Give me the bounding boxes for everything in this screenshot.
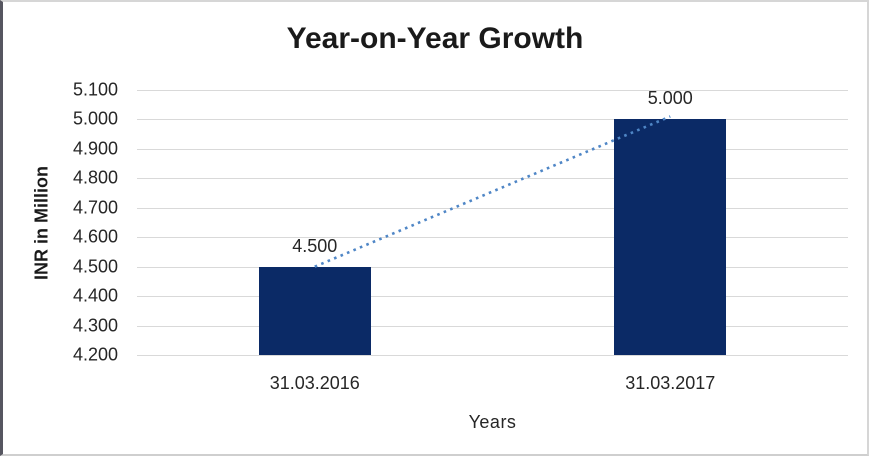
y-tick-label: 5.100 xyxy=(72,79,118,100)
y-axis-tick-labels: 5.100 5.000 4.900 4.800 4.700 4.600 4.500 4.400… xyxy=(3,80,121,365)
gridline xyxy=(137,296,848,298)
y-tick-label: 4.700 xyxy=(72,197,118,218)
gridline xyxy=(137,90,848,91)
x-tick-label: 31.03.2017 xyxy=(625,373,716,393)
gridline xyxy=(137,119,848,121)
bar-value-label: 4.500 xyxy=(292,235,338,256)
trendline xyxy=(314,115,671,268)
x-axis-tick-labels: 31.03.2016 31.03.2017 xyxy=(137,373,848,395)
gridline xyxy=(137,207,848,209)
y-tick-label: 5.000 xyxy=(72,108,118,129)
y-tick-label: 4.500 xyxy=(72,256,118,277)
bar-31.03.2017 xyxy=(614,119,727,355)
y-tick-label: 4.600 xyxy=(72,226,118,247)
gridline xyxy=(137,148,848,150)
gridline xyxy=(137,266,848,268)
gridline xyxy=(137,325,848,327)
y-tick-label: 4.200 xyxy=(72,344,118,365)
gridline xyxy=(137,237,848,239)
chart-title: Year-on-Year Growth xyxy=(286,22,584,55)
y-tick-label: 4.900 xyxy=(72,138,118,159)
plot-area: 4.500 5.000 xyxy=(137,88,848,356)
y-tick-label: 4.300 xyxy=(72,315,118,336)
gridline xyxy=(137,355,848,356)
x-axis-title: Years xyxy=(468,412,517,432)
y-tick-label: 4.400 xyxy=(72,285,118,306)
y-tick-label: 4.800 xyxy=(72,167,118,188)
bar-value-label: 5.000 xyxy=(647,88,693,109)
bar-31.03.2016 xyxy=(258,266,371,355)
x-tick-label: 31.03.2016 xyxy=(269,373,360,393)
gridline xyxy=(137,178,848,180)
